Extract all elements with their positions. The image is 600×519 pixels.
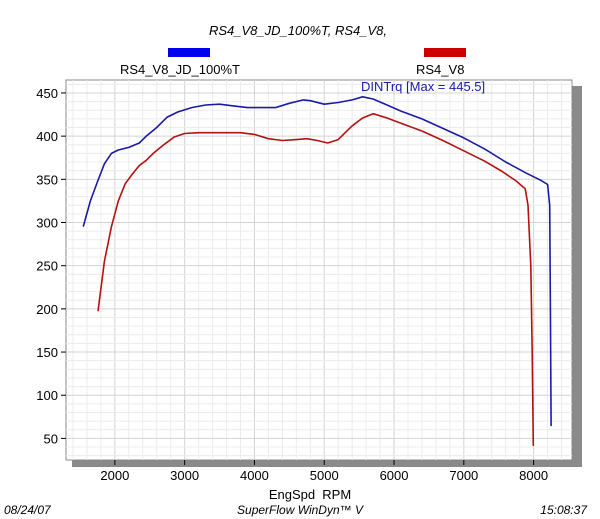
x-tick-label: 3000 [170,468,199,483]
legend-label-blue: RS4_V8_JD_100%T [120,62,240,77]
y-axis: 50 100 150 200 250 300 350 400 450 [36,86,66,446]
y-tick-label: 350 [36,172,58,187]
y-tick-label: 100 [36,388,58,403]
legend: RS4_V8_JD_100%T RS4_V8 [120,48,466,77]
footer-time: 15:08:37 [540,503,588,517]
max-annotation: DINTrq [Max = 445.5] [361,79,485,94]
legend-swatch-red [424,48,466,57]
y-tick-label: 250 [36,259,58,274]
y-tick-label: 150 [36,345,58,360]
chart-title: RS4_V8_JD_100%T, RS4_V8, [209,23,387,38]
y-tick-label: 200 [36,302,58,317]
x-tick-label: 8000 [519,468,548,483]
series-line-red [97,112,535,447]
x-tick-label: 7000 [449,468,478,483]
y-tick-label: 450 [36,86,58,101]
legend-swatch-blue [168,48,210,57]
footer-date: 08/24/07 [4,503,52,517]
y-tick-label: 50 [44,431,58,446]
y-tick-label: 400 [36,129,58,144]
x-tick-label: 4000 [240,468,269,483]
x-tick-label: 2000 [100,468,129,483]
plot-shadow [72,86,582,467]
x-tick-label: 5000 [310,468,339,483]
x-axis-label: EngSpd RPM [269,487,351,502]
legend-label-red: RS4_V8 [416,62,464,77]
x-axis: 2000 3000 4000 5000 6000 7000 8000 [100,460,548,483]
series-layer [82,96,552,447]
grid [66,80,572,460]
plot-area [65,79,573,461]
y-tick-label: 300 [36,216,58,231]
footer-software: SuperFlow WinDyn™ V [237,503,364,517]
x-tick-label: 6000 [380,468,409,483]
series-line-blue [82,96,552,427]
